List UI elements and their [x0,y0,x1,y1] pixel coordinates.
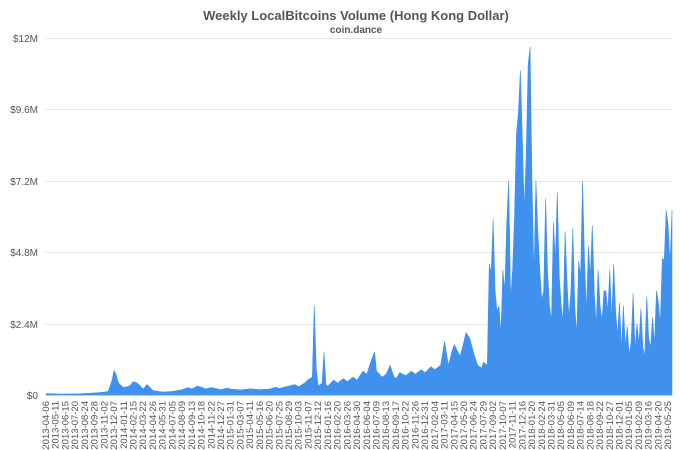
x-tick-label: 2015-06-20 [265,401,276,450]
x-tick-label: 2018-08-18 [585,401,596,450]
x-tick-label: 2014-07-05 [167,401,178,450]
x-tick-label: 2014-04-26 [148,401,159,450]
x-tick-label: 2014-12-27 [216,401,227,450]
x-tick-label: 2016-03-26 [342,401,353,450]
x-tick-label: 2017-04-15 [449,401,460,450]
x-tick-label: 2018-09-22 [595,401,606,450]
x-tick-label: 2016-11-26 [410,401,421,449]
x-tick-label: 2013-04-06 [41,401,52,450]
x-tick-label: 2017-03-11 [440,401,451,449]
chart-title: Weekly LocalBitcoins Volume (Hong Kong D… [203,8,509,23]
x-tick-label: 2017-02-04 [430,401,441,450]
y-tick-label: $4.8M [10,248,38,259]
x-tick-label: 2017-07-29 [478,401,489,450]
x-tick-label: 2013-05-11 [51,401,62,449]
x-tick-label: 2017-11-11 [508,401,519,448]
x-tick-label: 2016-04-30 [352,401,363,450]
chart-subtitle: coin.dance [330,25,383,36]
x-tick-label: 2017-09-02 [488,401,499,450]
x-tick-label: 2019-02-09 [634,401,645,450]
y-tick-label: $9.6M [10,105,38,116]
plot-area [45,46,673,396]
x-tick-label: 2016-07-09 [372,401,383,450]
x-tick-label: 2015-01-31 [226,401,237,450]
x-tick-label: 2013-08-24 [80,401,91,450]
volume-area [45,46,673,396]
x-tick-label: 2018-07-14 [576,401,587,450]
x-tick-label: 2015-08-29 [284,401,295,450]
x-tick-label: 2015-10-03 [294,401,305,450]
x-tick-label: 2015-12-12 [313,401,324,450]
x-tick-label: 2014-05-31 [158,401,169,450]
x-tick-label: 2018-03-31 [546,401,557,450]
x-tick-label: 2013-09-28 [90,401,101,450]
x-tick-label: 2019-04-20 [653,401,664,450]
x-tick-label: 2015-07-25 [274,401,285,450]
x-tick-label: 2016-06-04 [362,401,373,450]
x-tick-label: 2019-03-16 [644,401,655,450]
x-tick-label: 2018-10-27 [605,401,616,450]
x-tick-label: 2016-01-16 [323,401,334,450]
x-tick-label: 2014-01-11 [119,401,130,449]
x-tick-label: 2014-10-18 [197,401,208,450]
x-tick-label: 2014-02-15 [128,401,139,450]
x-axis: 2013-04-062013-05-112013-06-152013-07-20… [41,401,674,450]
x-tick-label: 2017-10-07 [498,401,509,450]
x-tick-label: 2014-08-09 [177,401,188,450]
y-tick-label: $7.2M [10,177,38,188]
x-tick-label: 2013-07-20 [70,401,81,450]
x-tick-label: 2015-05-16 [255,401,266,450]
x-tick-label: 2015-04-11 [245,401,256,449]
x-tick-label: 2014-03-22 [138,401,149,450]
x-tick-label: 2017-06-24 [469,401,480,450]
gridlines [46,38,672,396]
x-tick-label: 2016-10-22 [401,401,412,450]
x-tick-label: 2017-05-20 [459,401,470,450]
y-tick-label: $2.4M [10,320,38,331]
x-tick-label: 2018-02-24 [537,401,548,450]
x-tick-label: 2013-11-02 [99,401,110,449]
x-tick-label: 2016-09-17 [391,401,402,450]
x-tick-label: 2014-11-22 [206,401,217,449]
x-tick-label: 2013-12-07 [109,401,120,450]
x-tick-label: 2017-12-16 [517,401,528,450]
x-tick-label: 2014-09-13 [187,401,198,450]
x-tick-label: 2015-11-07 [303,401,314,449]
x-tick-label: 2018-12-01 [615,401,626,450]
x-tick-label: 2016-12-31 [420,401,431,450]
y-tick-label: $12M [13,34,38,45]
x-tick-label: 2018-01-20 [527,401,538,450]
x-tick-label: 2018-06-09 [566,401,577,450]
y-axis: $0 $2.4M $4.8M $7.2M $9.6M $12M [10,34,38,402]
x-tick-label: 2015-03-07 [235,401,246,450]
x-tick-label: 2013-06-15 [60,401,71,450]
x-tick-label: 2016-08-13 [381,401,392,450]
x-tick-label: 2019-05-25 [663,401,674,450]
y-tick-label: $0 [27,391,39,402]
x-tick-label: 2018-05-05 [556,401,567,450]
x-tick-label: 2016-02-20 [333,401,344,450]
x-tick-label: 2019-01-05 [624,401,635,450]
